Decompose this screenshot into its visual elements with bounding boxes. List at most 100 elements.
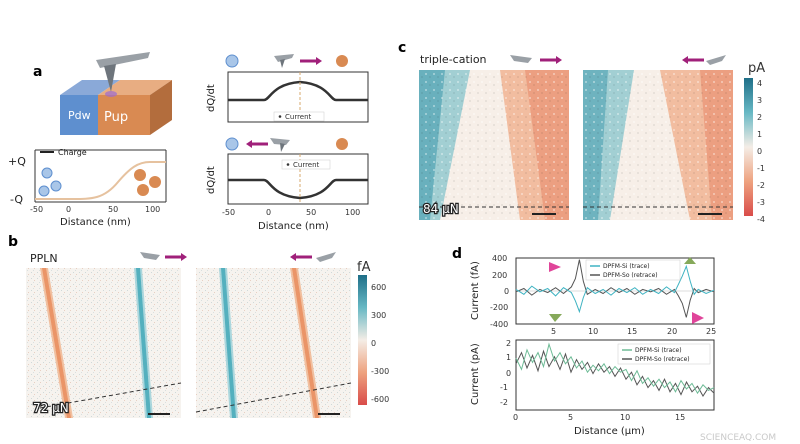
perovskite-trace-map: 84 μN [419, 70, 569, 220]
svg-text:0: 0 [66, 205, 71, 214]
svg-text:3: 3 [757, 96, 762, 105]
pink-marker-icon [549, 262, 561, 272]
svg-text:-50: -50 [30, 205, 43, 214]
pink-marker-icon [692, 312, 704, 324]
trace-current-curve [228, 80, 368, 102]
svg-text:25: 25 [706, 327, 716, 336]
svg-text:400: 400 [492, 254, 507, 263]
svg-text:DPFM-So (retrace): DPFM-So (retrace) [635, 356, 690, 363]
svg-text:-200: -200 [490, 303, 508, 312]
svg-text:20: 20 [667, 327, 677, 336]
afm-tip-icon [280, 59, 285, 68]
cantilever-icon [274, 54, 294, 62]
current-plot-trace: dQ/dt Current [206, 54, 369, 123]
cantilever-icon [706, 55, 726, 65]
perovskite-colorbar-unit: pA [748, 61, 765, 76]
d-bottom-legend [617, 343, 711, 365]
panel-c-label: c [398, 40, 406, 56]
pup-label: Pup [104, 110, 128, 125]
d-bottom-ylabel: Current (pA) [470, 343, 481, 405]
svg-text:100: 100 [145, 205, 160, 214]
svg-text:15: 15 [627, 327, 637, 336]
svg-text:0: 0 [371, 339, 376, 348]
negative-charge-icon [50, 180, 62, 192]
retrace-ylabel: dQ/dt [206, 166, 217, 194]
d-bottom-axes [515, 339, 715, 411]
ppln-colorbar: fA 600 300 0 -300 -600 [357, 260, 389, 405]
svg-text:DPFM-So (retrace): DPFM-So (retrace) [603, 272, 658, 279]
device-illustration: Pdw Pup [60, 52, 172, 135]
svg-text:-4: -4 [757, 215, 765, 224]
d-top-trace-line [515, 264, 715, 314]
svg-text:-50: -50 [222, 208, 235, 217]
d-top-legend [585, 259, 681, 281]
svg-text:2: 2 [506, 339, 511, 348]
svg-text:10: 10 [620, 413, 630, 422]
svg-text:5: 5 [551, 327, 556, 336]
svg-text:0: 0 [513, 413, 518, 422]
afm-tip-icon [280, 143, 285, 152]
green-marker-icon [684, 257, 696, 264]
retrace-current-curve [228, 178, 368, 200]
svg-text:DPFM-Si (trace): DPFM-Si (trace) [635, 347, 682, 354]
negative-charge-icon [38, 185, 50, 197]
svg-text:-1: -1 [757, 164, 765, 173]
svg-text:-3: -3 [757, 198, 765, 207]
d-top-ylabel: Current (fA) [470, 261, 481, 320]
svg-text:300: 300 [371, 311, 386, 320]
svg-text:15: 15 [675, 413, 685, 422]
svg-text:-300: -300 [371, 367, 389, 376]
d-bottom-plot: Current (pA) 2 1 0 -1 -2 0 5 10 15 DPFM-… [470, 339, 715, 437]
cantilever-icon [96, 52, 150, 68]
svg-text:0: 0 [504, 287, 509, 296]
d-top-retrace-line [515, 259, 715, 318]
cantilever-icon [270, 138, 290, 145]
minus-q-label: -Q [10, 193, 23, 206]
panel-b-title: PPLN [30, 252, 58, 265]
cantilever-icon [140, 252, 160, 260]
pdw-label: Pdw [68, 109, 91, 122]
charge-curve [35, 161, 166, 200]
svg-text:50: 50 [108, 205, 118, 214]
negative-charge-icon [225, 54, 239, 68]
svg-text:50: 50 [306, 208, 316, 217]
afm-tip-icon [104, 64, 116, 92]
perovskite-retrace-map [583, 70, 733, 220]
svg-text:4: 4 [757, 79, 762, 88]
ppln-colorbar-unit: fA [357, 260, 371, 275]
svg-text:-2: -2 [757, 181, 765, 190]
positive-charge-icon [149, 176, 161, 188]
panel-b-label: b [8, 234, 18, 250]
svg-text:DPFM-Si (trace): DPFM-Si (trace) [603, 263, 650, 270]
panel-a: a Pdw Pup Charge +Q -Q [8, 52, 369, 232]
watermark: SCIENCEAQ.COM [700, 433, 776, 443]
positive-charge-icon [134, 169, 146, 181]
panel-d: d Current (fA) 400 200 0 -200 -400 5 10 … [452, 246, 716, 437]
positive-charge-icon [336, 138, 348, 150]
positive-charge-icon [137, 184, 149, 196]
cantilever-icon [510, 55, 532, 63]
panel-d-label: d [452, 246, 462, 262]
svg-text:600: 600 [371, 283, 386, 292]
positive-charge-icon [336, 55, 348, 67]
current-xticks: -50 0 50 100 [222, 208, 360, 217]
panel-a-label: a [33, 64, 42, 80]
svg-text:-1: -1 [500, 383, 508, 392]
charge-xlabel: Distance (nm) [60, 217, 131, 228]
current-plot-retrace: dQ/dt Current -50 0 50 100 Distance (nm) [206, 137, 369, 232]
svg-text:200: 200 [492, 271, 507, 280]
panel-b: b PPLN 72 μN [8, 234, 389, 418]
negative-charge-icon [41, 167, 53, 179]
svg-text:2: 2 [757, 113, 762, 122]
ppln-retrace-map [195, 268, 352, 418]
svg-text:5: 5 [568, 413, 573, 422]
trace-axes [227, 71, 369, 123]
green-marker-icon [549, 314, 562, 322]
svg-text:-600: -600 [371, 395, 389, 404]
retrace-legend: Current [293, 161, 320, 169]
panel-c-title: triple-cation [420, 53, 487, 66]
svg-text:0: 0 [506, 369, 511, 378]
svg-text:1: 1 [757, 130, 762, 139]
d-top-plot: Current (fA) 400 200 0 -200 -400 5 10 15… [470, 254, 716, 336]
